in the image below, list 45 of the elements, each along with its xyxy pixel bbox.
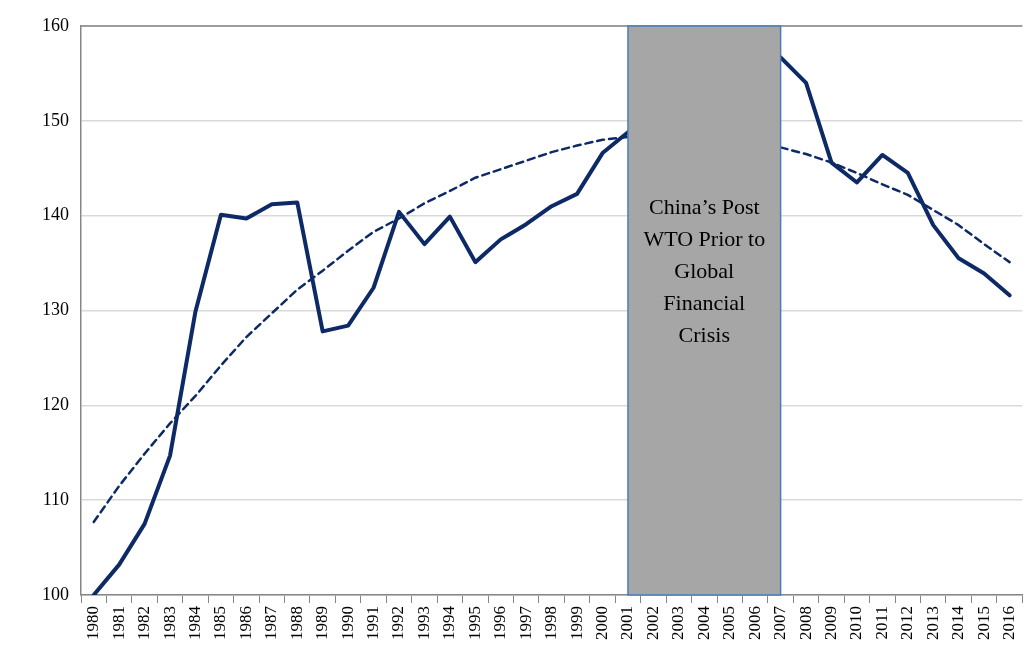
y-tick-label: 150 (42, 109, 69, 130)
x-tick-label: 1991 (363, 606, 383, 640)
x-tick-label: 2004 (693, 605, 713, 640)
x-tick-label: 1989 (312, 606, 332, 640)
y-tick-label: 160 (42, 14, 69, 35)
x-tick-label: 2000 (592, 606, 611, 640)
y-tick-label: 140 (42, 204, 69, 225)
x-tick-label: 1980 (83, 606, 103, 640)
x-tick-label: 1990 (337, 606, 357, 640)
x-tick-label: 2016 (999, 606, 1019, 640)
x-tick-label: 2012 (897, 606, 917, 640)
x-tick-label: 2008 (795, 606, 815, 640)
x-tick-label: 1985 (210, 606, 230, 640)
x-tick-label: 1986 (235, 606, 255, 640)
x-tick-label: 1983 (159, 606, 179, 640)
x-tick-label: 1987 (261, 605, 281, 640)
x-tick-label: 1984 (184, 605, 204, 640)
x-tick-label: 1982 (134, 606, 154, 640)
x-tick-label: 2006 (744, 606, 764, 640)
x-tick-label: 1997 (515, 605, 535, 640)
x-tick-label: 2001 (617, 606, 637, 640)
x-tick-label: 2009 (820, 606, 840, 640)
x-tick-label: 2011 (871, 606, 891, 640)
x-tick-label: 1994 (439, 605, 459, 640)
x-tick-label: 2014 (948, 605, 968, 640)
x-tick-label: 1992 (388, 606, 408, 640)
y-tick-label: 130 (42, 299, 69, 320)
x-tick-label: 1996 (490, 606, 510, 640)
x-tick-label: 1988 (286, 606, 306, 640)
band-label: China’s Post WTO Prior to Global Financial Crisis (643, 193, 766, 347)
x-tick-label: 1998 (541, 606, 561, 640)
x-tick-label: 2002 (642, 606, 662, 640)
x-tick-label: 1999 (566, 606, 586, 640)
y-tick-label: 100 (42, 583, 69, 604)
x-tick-label: 1981 (108, 606, 128, 640)
x-tick-label: 2010 (846, 606, 866, 640)
x-tick-label: 2007 (770, 605, 790, 640)
x-tick-label: 2005 (719, 606, 739, 640)
x-tick-label: 2013 (922, 606, 942, 640)
x-tick-label: 1995 (464, 606, 484, 640)
x-tick-label: 1993 (413, 606, 433, 640)
y-tick-label: 110 (42, 488, 69, 509)
x-tick-label: 2003 (668, 606, 688, 640)
x-tick-label: 2015 (973, 606, 993, 640)
y-tick-label: 120 (42, 394, 69, 415)
